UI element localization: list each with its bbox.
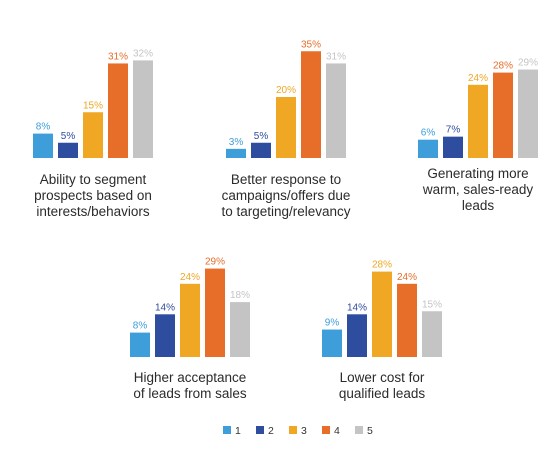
value-label-2-4: 35% [301,39,321,50]
bar-2-1 [226,148,246,158]
bar-4-2 [155,314,175,357]
bar-3-5 [518,69,538,158]
group-caption-1-line-3: interests/behaviors [36,204,150,219]
group-caption-2-line-3: to targeting/relevancy [221,204,350,219]
legend-label-1: 1 [235,425,241,437]
value-label-2-1: 3% [229,137,244,148]
group-caption-2-line-2: campaigns/offers due [222,188,351,203]
value-label-2-2: 5% [254,131,269,142]
bar-group-2: 3% 5% 20% 35% 31% Better response tocampaigns… [221,39,350,219]
value-label-5-2: 14% [347,302,367,313]
legend-swatch-2 [256,426,264,434]
group-caption-3-line-2: warm, sales-ready [422,182,534,197]
value-label-4-4: 29% [205,257,225,268]
group-caption-2-line-1: Better response to [231,172,341,187]
bar-3-4 [493,72,513,158]
legend-label-5: 5 [367,425,373,437]
bar-2-4 [301,51,321,158]
bar-4-1 [130,332,150,357]
bar-3-3 [468,84,488,158]
value-label-2-3: 20% [276,85,296,96]
bar-5-2 [347,314,367,357]
group-caption-4-line-1: Higher acceptance [134,370,247,385]
group-caption-1-line-2: prospects based on [34,188,152,203]
bar-4-4 [205,268,225,357]
bar-5-1 [322,329,342,357]
bar-4-5 [230,302,250,357]
value-label-1-4: 31% [108,51,128,62]
value-label-5-3: 28% [372,260,392,271]
value-label-1-5: 32% [133,48,153,59]
value-label-5-1: 9% [325,318,340,329]
group-caption-5-line-2: qualified leads [339,386,426,401]
group-caption-3-line-3: leads [462,198,495,213]
bar-1-4 [108,63,128,159]
legend-swatch-1 [223,426,231,434]
value-label-5-4: 24% [397,272,417,283]
legend-label-4: 4 [334,425,340,437]
group-caption-4-line-2: of leads from sales [133,386,247,401]
bar-1-5 [133,60,153,158]
legend-swatch-3 [289,426,297,434]
group-caption-5-line-1: Lower cost for [340,370,425,385]
value-label-3-2: 7% [446,125,461,136]
value-label-3-3: 24% [468,73,488,84]
value-label-4-5: 18% [230,290,250,301]
bar-group-1: 8% 5% 15% 31% 32% Ability to segmentprospects… [33,48,153,219]
value-label-4-2: 14% [155,302,175,313]
bar-2-3 [276,97,296,158]
bar-3-2 [443,136,463,158]
value-label-1-3: 15% [83,100,103,111]
value-label-3-1: 6% [421,128,436,139]
legend-swatch-5 [355,426,363,434]
group-caption-3-line-1: Generating more [427,166,528,181]
bar-1-3 [83,112,103,158]
legend-swatch-4 [322,426,330,434]
bar-5-3 [372,271,392,357]
bar-2-5 [326,63,346,159]
bar-3-1 [418,139,438,158]
value-label-5-5: 15% [422,299,442,310]
legend: 1 2 3 4 5 [223,425,373,437]
bar-5-4 [397,283,417,357]
value-label-4-3: 24% [180,272,200,283]
value-label-4-1: 8% [133,321,148,332]
bar-1-1 [33,133,53,158]
value-label-3-4: 28% [493,61,513,72]
bar-2-2 [251,142,271,158]
value-label-2-5: 31% [326,51,346,62]
value-label-1-1: 8% [36,122,51,133]
bar-5-5 [422,311,442,357]
value-label-3-5: 29% [518,58,538,69]
value-label-1-2: 5% [61,131,76,142]
legend-label-2: 2 [268,425,274,437]
group-caption-1-line-1: Ability to segment [40,172,147,187]
bar-4-3 [180,283,200,357]
legend-label-3: 3 [301,425,307,437]
bar-1-2 [58,142,78,158]
